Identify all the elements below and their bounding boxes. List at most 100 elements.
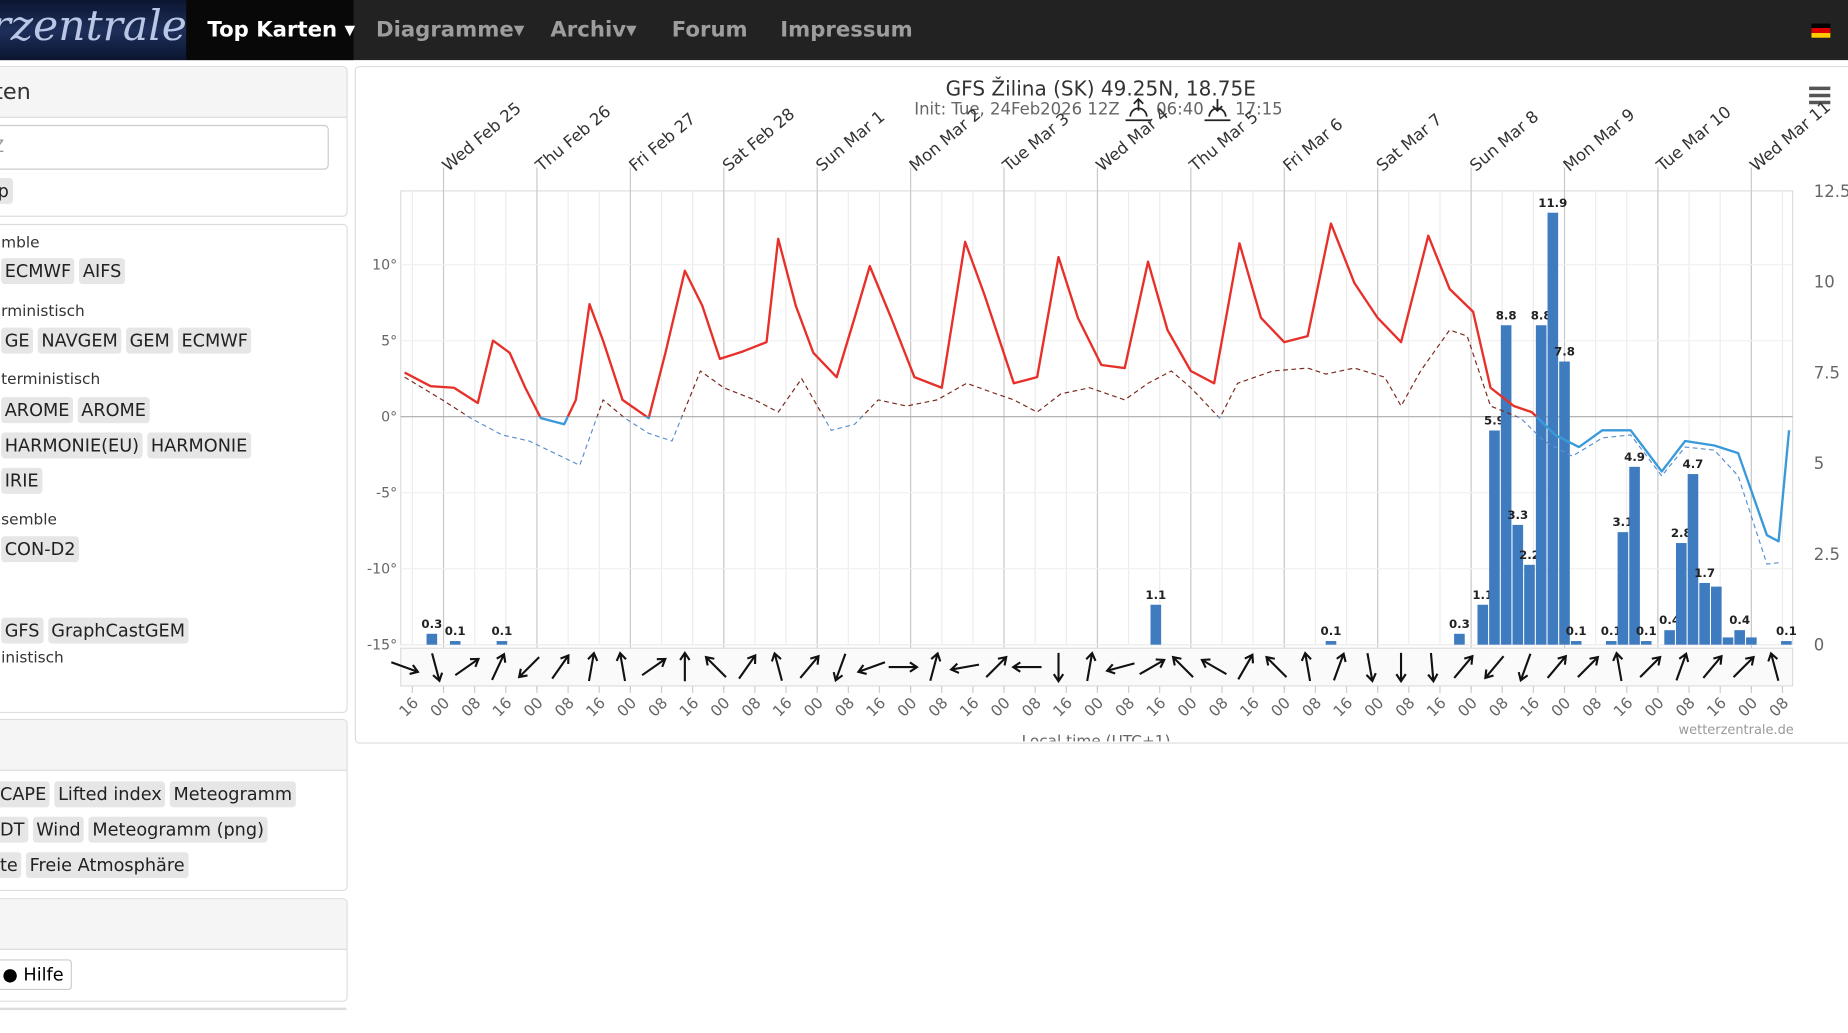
- nav-diagramme[interactable]: Diagramme▾: [375, 17, 525, 43]
- wind-arrow: [1395, 652, 1407, 684]
- button-row: CON-D2: [1, 536, 84, 563]
- bar-label: 0.4: [1729, 613, 1750, 627]
- model-button[interactable]: AIFS: [79, 258, 125, 285]
- precip-bar: [1605, 641, 1617, 645]
- wind-arrow: [641, 657, 667, 677]
- precip-bar: [1489, 430, 1500, 645]
- model-button[interactable]: NAVGEM: [37, 327, 122, 354]
- x-tick-label: 00: [427, 694, 454, 721]
- model-button[interactable]: ECMWF: [177, 327, 252, 354]
- x-tick-label: 00: [520, 694, 547, 721]
- wind-arrow: [1675, 651, 1690, 681]
- day-label: Mon Mar 9: [1560, 105, 1639, 175]
- x-tick-label: 00: [1267, 694, 1294, 721]
- model-button[interactable]: AROME: [1, 397, 73, 424]
- model-button[interactable]: AROME: [77, 397, 150, 424]
- wind-arrow: [1265, 655, 1288, 678]
- model-button[interactable]: GFS: [1, 617, 44, 644]
- bar-label: 3.3: [1507, 508, 1528, 522]
- language-flag[interactable]: [1811, 23, 1831, 38]
- precip-bar: [1699, 582, 1710, 645]
- wind-arrow: [1237, 653, 1255, 680]
- link-button[interactable]: CAPE: [0, 781, 50, 808]
- x-tick-label: 16: [489, 694, 516, 721]
- wind-arrow: [1365, 652, 1377, 683]
- button-row: HARMONIE(EU) HARMONIE: [1, 432, 255, 459]
- search-input[interactable]: Z: [0, 124, 329, 170]
- precip-bar: [426, 633, 438, 645]
- divider: [0, 1007, 347, 1011]
- search-button[interactable]: p: [0, 177, 13, 204]
- x-tick-label: 08: [1205, 694, 1232, 721]
- model-button[interactable]: HARMONIE: [147, 432, 251, 459]
- link-button[interactable]: Freie Atmosphäre: [26, 852, 189, 879]
- group-label: rministisch: [1, 302, 85, 321]
- x-tick-label: 08: [1112, 694, 1139, 721]
- link-button[interactable]: Meteogramm: [170, 781, 296, 808]
- y-tick-label: 5°: [381, 333, 397, 349]
- group-label: mble: [1, 234, 40, 253]
- link-button[interactable]: te: [0, 852, 22, 879]
- x-tick-label: 00: [614, 694, 641, 721]
- help-button[interactable]: ● Hilfe: [0, 959, 72, 990]
- y-tick-label: -15°: [367, 637, 397, 653]
- link-row: DT Wind Meteogramm (png): [0, 816, 272, 843]
- x-tick-label: 16: [863, 694, 890, 721]
- model-button[interactable]: GraphCastGEM: [47, 617, 189, 644]
- wind-arrow: [1767, 651, 1780, 682]
- panel-title: ten: [0, 67, 347, 118]
- model-button[interactable]: CON-D2: [1, 536, 79, 563]
- menu-icon[interactable]: [1809, 86, 1831, 105]
- day-label: Tue Mar 10: [1652, 102, 1734, 176]
- nav-impressum[interactable]: Impressum: [780, 17, 913, 43]
- precip-bar: [1535, 325, 1547, 645]
- wind-arrow: [1517, 653, 1532, 683]
- links-panel: CAPE Lifted index Meteogramm DT Wind Meteogra…: [0, 718, 348, 891]
- precip-bar: [1629, 466, 1640, 645]
- x-tick-label: 08: [1018, 694, 1045, 721]
- wind-arrow: [1612, 651, 1624, 682]
- bar-label: 4.7: [1683, 457, 1704, 471]
- wind-arrow: [1702, 654, 1723, 679]
- x-tick-label: 08: [738, 694, 765, 721]
- wind-arrow: [1105, 662, 1135, 675]
- model-button[interactable]: GE: [1, 327, 34, 354]
- link-button[interactable]: DT: [0, 816, 28, 843]
- sunrise-icon: [1125, 97, 1152, 122]
- model-button[interactable]: HARMONIE(EU): [1, 432, 143, 459]
- x-tick-label: 16: [1610, 694, 1637, 721]
- precip-bar: [1664, 630, 1675, 645]
- bar-label: 7.8: [1554, 345, 1575, 359]
- bar-label: 0.1: [1776, 624, 1797, 638]
- wind-arrow: [679, 651, 691, 682]
- link-button[interactable]: Meteogramm (png): [88, 816, 268, 843]
- link-button[interactable]: Wind: [32, 816, 85, 843]
- bar-label: 0.1: [491, 624, 512, 638]
- credit: wetterzentrale.de: [1679, 723, 1794, 738]
- model-button[interactable]: ECMWF: [1, 258, 75, 285]
- x-tick-label: 00: [1174, 694, 1201, 721]
- y2-tick-label: 5: [1814, 454, 1824, 473]
- help-label: Hilfe: [23, 964, 64, 986]
- precip-bar: [1687, 474, 1699, 645]
- link-button[interactable]: Lifted index: [54, 781, 166, 808]
- x-tick-label: 00: [1548, 694, 1575, 721]
- wind-arrow: [1085, 651, 1097, 682]
- x-tick-label: 08: [1766, 694, 1793, 721]
- wind-arrow: [431, 653, 444, 683]
- wind-arrow: [1546, 654, 1568, 679]
- nav-top-karten[interactable]: Top Karten ▾: [186, 0, 355, 61]
- nav-forum[interactable]: Forum: [671, 17, 748, 43]
- day-label: Sun Mar 1: [812, 107, 888, 175]
- navbar: rzentrale Top Karten ▾ Diagramme▾ Archiv…: [0, 0, 1848, 61]
- bar-label: 8.8: [1531, 308, 1552, 322]
- logo[interactable]: rzentrale: [0, 0, 187, 61]
- bar-label: 0.3: [421, 617, 442, 631]
- nav-archiv[interactable]: Archiv▾: [550, 17, 637, 43]
- model-button[interactable]: GEM: [126, 327, 174, 354]
- group-label: inistisch: [1, 649, 64, 668]
- bar-label: 11.9: [1538, 196, 1567, 210]
- button-row: AROME AROME: [1, 397, 154, 424]
- wind-arrow: [1139, 658, 1166, 676]
- model-button[interactable]: IRIE: [1, 467, 43, 494]
